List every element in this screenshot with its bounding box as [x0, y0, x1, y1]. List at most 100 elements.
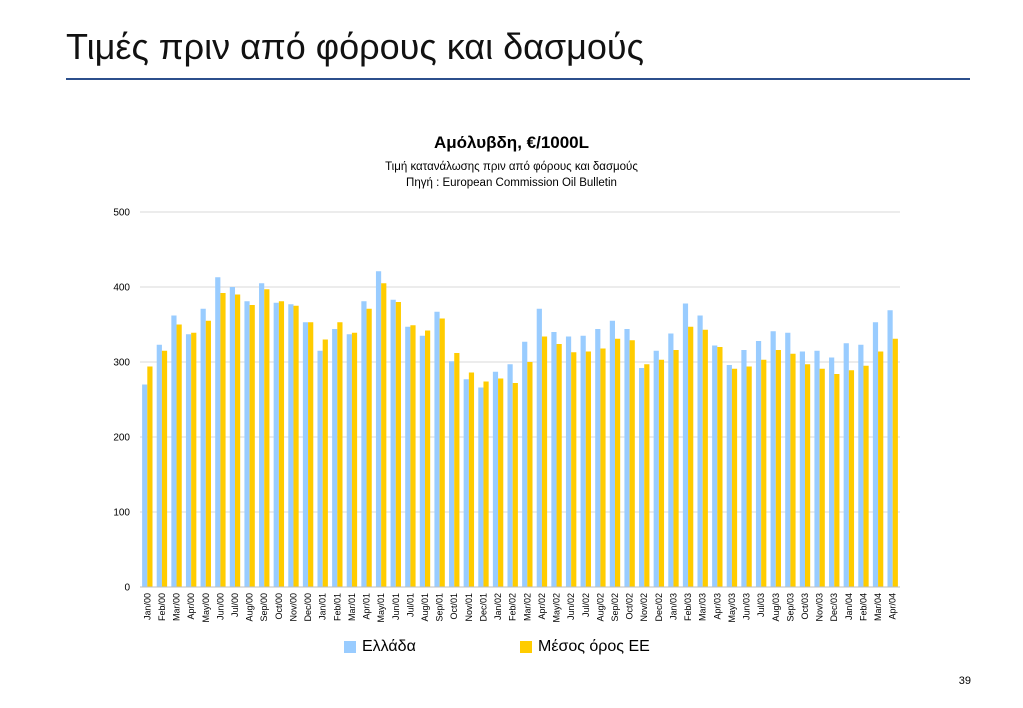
x-tick-label: Sep/01	[435, 593, 445, 622]
x-tick-label: Oct/03	[800, 593, 810, 620]
bar-eu-average-Sep-02	[615, 338, 621, 587]
bar-eu-average-Apr-03	[717, 347, 723, 587]
bar-eu-average-Aug-02	[600, 348, 606, 587]
x-tick-label: Nov/03	[815, 593, 825, 622]
chart-title: Αμόλυβδη, €/1000L	[433, 133, 590, 152]
bar-greece-Nov-01	[463, 379, 469, 587]
x-tick-label: Nov/02	[639, 593, 649, 622]
x-tick-label: Mar/00	[172, 593, 182, 621]
x-tick-label: Oct/02	[625, 593, 635, 620]
bar-eu-average-Dec-01	[483, 381, 489, 587]
title-rule	[66, 78, 970, 80]
bar-greece-Sep-01	[434, 311, 440, 587]
y-tick-label: 0	[124, 583, 130, 594]
legend-label-eu-average: Μέσος όρος ΕΕ	[538, 638, 650, 655]
bar-eu-average-Sep-00	[264, 289, 270, 587]
bar-greece-Feb-01	[332, 329, 338, 587]
bar-eu-average-Dec-00	[308, 322, 314, 587]
bar-greece-Nov-00	[288, 304, 294, 587]
bar-greece-Dec-03	[829, 357, 835, 587]
x-tick-label: Feb/02	[508, 593, 518, 621]
bar-eu-average-May-01	[381, 283, 387, 587]
x-tick-label: Sep/03	[785, 593, 795, 622]
bar-greece-Jun-02	[565, 336, 572, 587]
x-tick-label: Nov/00	[288, 593, 298, 622]
legend-swatch-greece	[344, 641, 356, 653]
bar-eu-average-Sep-03	[790, 353, 796, 587]
bar-eu-average-Oct-00	[278, 301, 285, 587]
bar-eu-average-Aug-00	[249, 305, 255, 587]
x-tick-label: Nov/01	[464, 593, 474, 622]
bar-eu-average-Jun-01	[395, 302, 401, 587]
bar-greece-Feb-03	[682, 303, 689, 587]
bar-eu-average-Feb-02	[512, 383, 518, 587]
bar-eu-average-Oct-01	[454, 353, 460, 587]
bar-greece-Oct-00	[273, 302, 279, 587]
bar-eu-average-Jul-02	[585, 351, 591, 587]
bar-greece-Dec-00	[302, 322, 309, 587]
bar-greece-Oct-01	[449, 361, 455, 587]
x-tick-label: Jan/04	[844, 593, 854, 620]
bar-greece-Jan-02	[492, 371, 499, 587]
x-tick-label: Apr/02	[537, 593, 547, 620]
x-tick-label: Jul/00	[230, 593, 240, 617]
x-tick-label: May/00	[201, 593, 211, 623]
bar-greece-Feb-02	[507, 364, 513, 587]
x-tick-label: Apr/01	[362, 593, 372, 620]
x-tick-label: Apr/04	[888, 593, 898, 620]
bar-greece-Jan-03	[668, 333, 674, 587]
x-tick-label: Dec/00	[303, 593, 313, 622]
legend-swatch-eu-average	[520, 641, 532, 653]
x-tick-label: Jan/01	[318, 593, 328, 620]
y-tick-label: 500	[113, 208, 130, 219]
y-tick-label: 400	[113, 283, 130, 294]
bar-greece-Aug-00	[244, 301, 250, 587]
page-number: 39	[958, 675, 971, 687]
bar-eu-average-Mar-04	[878, 351, 884, 587]
x-tick-label: Aug/02	[595, 593, 605, 622]
bar-greece-Oct-02	[624, 329, 630, 587]
bar-greece-Aug-03	[770, 331, 776, 587]
bar-greece-Mar-02	[522, 341, 528, 587]
bar-eu-average-Dec-03	[834, 374, 840, 587]
bar-eu-average-Jun-03	[746, 366, 752, 587]
x-tick-label: Apr/03	[712, 593, 722, 620]
legend-item-greece: Ελλάδα	[344, 638, 416, 656]
bar-eu-average-Apr-02	[541, 336, 548, 587]
x-tick-label: Jun/01	[391, 593, 401, 620]
chart-subtitle-line-1: Τιμή κατανάλωσης πριν από φόρους και δασ…	[385, 161, 638, 173]
chart-source-line: Πηγή : European Commission Oil Bulletin	[406, 177, 617, 189]
bar-eu-average-Mar-03	[702, 329, 708, 587]
bar-greece-Apr-01	[361, 301, 367, 587]
bar-greece-Mar-00	[171, 315, 177, 587]
bar-greece-Apr-04	[887, 310, 893, 587]
x-tick-label: Aug/00	[245, 593, 255, 622]
bar-eu-average-Nov-01	[468, 372, 475, 587]
x-tick-label: Aug/03	[771, 593, 781, 622]
bar-eu-average-Jan-04	[848, 370, 855, 587]
bar-greece-Jun-01	[390, 299, 396, 587]
x-tick-label: May/02	[552, 593, 562, 623]
bar-greece-Apr-02	[536, 308, 542, 587]
bar-eu-average-Aug-03	[775, 350, 781, 587]
bar-greece-Apr-00	[185, 334, 192, 587]
bar-eu-average-May-00	[205, 320, 211, 587]
x-tick-label: Sep/00	[259, 593, 269, 622]
bar-eu-average-Feb-04	[863, 365, 869, 587]
x-tick-label: Jan/03	[668, 593, 678, 620]
bar-greece-Jun-00	[215, 277, 221, 587]
x-tick-label: Mar/02	[522, 593, 532, 621]
bar-eu-average-Jan-01	[322, 339, 328, 587]
bar-greece-Mar-04	[872, 322, 879, 587]
bar-greece-Apr-03	[712, 345, 718, 587]
bar-greece-Nov-03	[814, 350, 820, 587]
bar-eu-average-Jun-00	[220, 293, 226, 587]
x-tick-label: Jan/00	[142, 593, 152, 620]
x-tick-label: Jan/02	[493, 593, 503, 620]
bar-eu-average-Jan-02	[498, 378, 504, 587]
slide-title: Τιμές πριν από φόρους και δασμούς	[66, 26, 644, 67]
bar-eu-average-Aug-01	[425, 330, 431, 587]
y-tick-label: 100	[113, 508, 130, 519]
bar-greece-Jul-03	[755, 341, 762, 587]
